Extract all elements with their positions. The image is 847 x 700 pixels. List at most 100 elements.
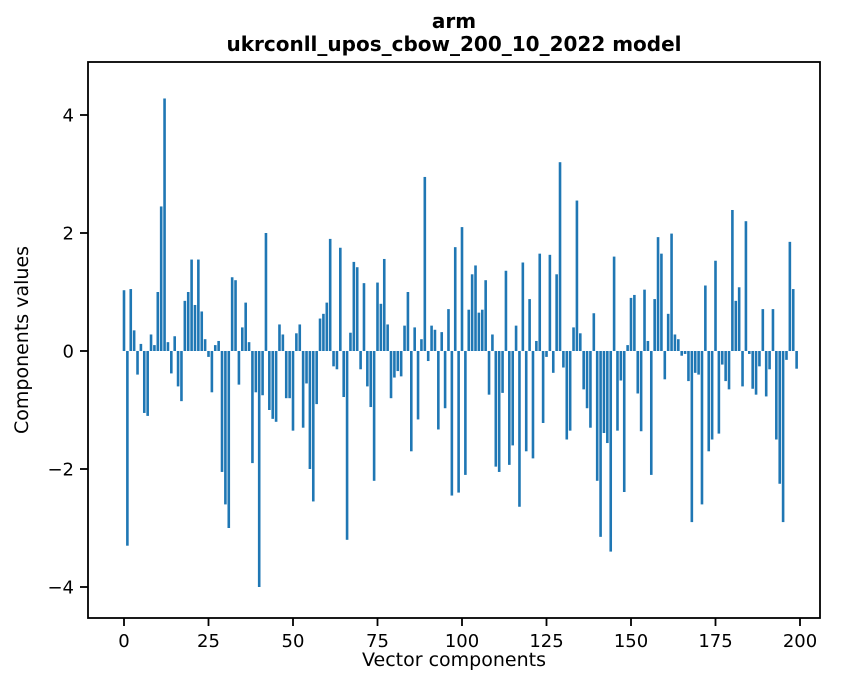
bar-92 <box>433 329 437 351</box>
bar-79 <box>389 351 393 399</box>
bar-12 <box>163 98 166 351</box>
bar-5 <box>139 343 143 351</box>
bar-10 <box>156 292 160 351</box>
bar-124 <box>541 351 545 423</box>
bar-23 <box>200 311 204 351</box>
bar-153 <box>639 351 643 432</box>
bar-0 <box>122 290 126 351</box>
bar-50 <box>291 351 295 431</box>
bar-187 <box>754 351 758 395</box>
bar-162 <box>670 233 673 351</box>
bar-73 <box>369 351 373 408</box>
bar-116 <box>514 325 518 351</box>
bar-177 <box>720 351 724 365</box>
bar-31 <box>227 351 231 528</box>
bar-183 <box>741 351 744 387</box>
bar-81 <box>396 351 400 372</box>
bar-149 <box>626 345 629 351</box>
bar-141 <box>599 351 602 537</box>
bar-83 <box>403 325 406 351</box>
bar-62 <box>332 351 335 367</box>
bar-186 <box>751 351 754 389</box>
bar-156 <box>649 351 653 475</box>
x-tick-label-125: 125 <box>529 631 563 652</box>
bar-33 <box>234 280 237 351</box>
bar-199 <box>795 351 798 369</box>
bar-117 <box>518 351 521 507</box>
bar-163 <box>673 334 677 351</box>
bar-170 <box>697 351 700 375</box>
bar-20 <box>190 259 193 351</box>
bar-6 <box>142 351 146 413</box>
bar-135 <box>579 333 582 351</box>
bar-165 <box>680 351 683 356</box>
bar-2 <box>129 289 133 351</box>
bar-16 <box>176 351 180 387</box>
bar-63 <box>335 351 339 370</box>
bar-102 <box>467 309 471 351</box>
bar-61 <box>328 238 332 351</box>
bar-150 <box>629 297 633 351</box>
bar-120 <box>528 299 531 351</box>
bar-87 <box>416 351 420 420</box>
y-tick-label-0: 0 <box>63 342 74 363</box>
bar-32 <box>230 277 234 351</box>
bar-35 <box>241 327 244 351</box>
bar-24 <box>203 339 207 351</box>
bar-190 <box>764 351 768 397</box>
bar-193 <box>775 351 778 440</box>
bar-167 <box>687 351 690 382</box>
bar-171 <box>700 351 704 505</box>
bar-15 <box>173 336 176 351</box>
bar-191 <box>768 351 771 370</box>
bar-138 <box>589 351 592 428</box>
bar-101 <box>464 351 467 475</box>
bar-122 <box>535 340 538 351</box>
bar-131 <box>565 351 569 440</box>
bar-52 <box>298 324 302 351</box>
bar-49 <box>288 351 291 399</box>
bar-115 <box>511 351 514 446</box>
bar-160 <box>663 351 667 380</box>
bar-128 <box>555 274 558 351</box>
bar-100 <box>460 227 464 351</box>
x-tick-label-25: 25 <box>197 631 220 652</box>
bar-67 <box>349 332 352 351</box>
bar-66 <box>345 351 349 540</box>
bar-86 <box>413 327 416 351</box>
bar-94 <box>440 332 444 351</box>
x-tick-label-150: 150 <box>614 631 648 652</box>
bar-13 <box>166 342 170 351</box>
x-tick-label-100: 100 <box>445 631 479 652</box>
bar-137 <box>585 351 589 409</box>
bar-34 <box>237 351 241 385</box>
bar-46 <box>278 324 281 351</box>
bar-25 <box>207 351 210 357</box>
bar-106 <box>480 309 484 351</box>
bar-144 <box>609 351 613 552</box>
bar-142 <box>602 351 606 434</box>
bar-174 <box>710 351 714 440</box>
x-tick-label-175: 175 <box>698 631 732 652</box>
bar-155 <box>646 340 650 351</box>
bar-159 <box>660 253 663 351</box>
bar-195 <box>781 351 785 523</box>
x-tick-label-75: 75 <box>366 631 389 652</box>
bar-172 <box>704 285 707 351</box>
bar-45 <box>274 351 278 422</box>
bar-147 <box>619 351 623 381</box>
bar-11 <box>159 206 163 351</box>
chart-title: arm <box>432 9 476 33</box>
bar-105 <box>477 312 481 351</box>
bar-84 <box>406 292 410 351</box>
bar-169 <box>693 351 697 373</box>
bar-175 <box>714 260 717 351</box>
bar-44 <box>271 351 275 419</box>
bars-group <box>122 98 798 587</box>
bar-140 <box>595 351 599 481</box>
bar-69 <box>355 267 359 351</box>
bar-96 <box>447 309 450 351</box>
bar-70 <box>359 351 362 370</box>
